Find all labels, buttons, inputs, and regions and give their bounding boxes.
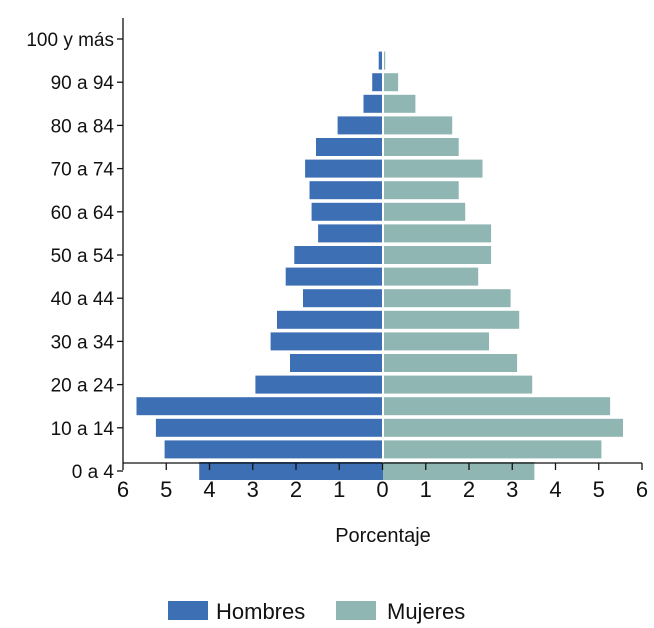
bar-mujeres-45-a-49 — [383, 267, 479, 286]
bar-hombres-25-a-29 — [290, 354, 383, 372]
bar-mujeres-90-a-94 — [383, 73, 399, 92]
bar-hombres-95-a-99 — [378, 51, 383, 70]
x-tick-label: 0 — [376, 477, 388, 502]
bar-hombres-80-a-84 — [337, 116, 383, 135]
bar-hombres-55-a-59 — [318, 224, 383, 243]
y-tick-label: 100 y más — [26, 30, 114, 51]
legend: Hombres Mujeres — [168, 599, 465, 624]
bar-hombres-45-a-49 — [285, 267, 383, 286]
bar-hombres-0-a-4 — [199, 462, 383, 480]
bar-hombres-20-a-24 — [255, 375, 383, 394]
y-tick-label: 90 a 94 — [51, 73, 115, 94]
bar-hombres-15-a-19 — [136, 397, 383, 416]
bar-mujeres-5-a-9 — [383, 440, 602, 459]
x-tick-label: 1 — [333, 477, 345, 502]
bar-hombres-30-a-34 — [270, 332, 384, 351]
x-tick-label: 2 — [290, 477, 302, 502]
bar-hombres-70-a-74 — [305, 159, 383, 178]
bar-hombres-85-a-89 — [363, 94, 383, 113]
bar-hombres-40-a-44 — [303, 289, 383, 308]
legend-label: Mujeres — [387, 599, 465, 624]
x-tick-label: 4 — [203, 477, 215, 502]
bar-mujeres-95-a-99 — [383, 51, 386, 70]
bar-hombres-10-a-14 — [155, 418, 383, 437]
bar-mujeres-70-a-74 — [383, 159, 483, 178]
bar-mujeres-35-a-39 — [383, 310, 520, 329]
bars-group — [136, 51, 623, 480]
bar-hombres-60-a-64 — [311, 202, 383, 221]
x-tick-label: 6 — [636, 477, 648, 502]
bar-hombres-50-a-54 — [294, 246, 383, 264]
bar-mujeres-75-a-79 — [383, 138, 459, 156]
bar-mujeres-10-a-14 — [383, 418, 623, 437]
x-tick-label: 3 — [506, 477, 518, 502]
bar-hombres-35-a-39 — [277, 310, 383, 329]
y-tick-label: 80 a 84 — [51, 116, 115, 137]
bar-mujeres-55-a-59 — [383, 224, 492, 243]
legend-swatch — [168, 601, 208, 620]
bar-mujeres-30-a-34 — [383, 332, 489, 351]
y-tick-label: 70 a 74 — [51, 160, 115, 181]
x-tick-label: 2 — [463, 477, 475, 502]
y-tick-label: 60 a 64 — [51, 203, 115, 224]
bar-mujeres-60-a-64 — [383, 202, 466, 221]
x-tick-label: 5 — [593, 477, 605, 502]
x-axis-title: Porcentaje — [335, 525, 431, 547]
bar-mujeres-40-a-44 — [383, 289, 511, 308]
bar-mujeres-20-a-24 — [383, 375, 533, 394]
y-axis-ticks: 0 a 4 10 a 14 20 a 24 30 a 34 40 a 44 50 a 54… — [26, 30, 123, 483]
y-tick-label: 0 a 4 — [72, 462, 115, 483]
y-tick-label: 40 a 44 — [51, 289, 115, 310]
x-axis-ticks: 6 5 4 3 2 1 0 1 2 3 4 5 6 — [117, 463, 648, 502]
y-tick-label: 30 a 34 — [51, 332, 115, 353]
bar-hombres-75-a-79 — [316, 138, 383, 156]
bar-mujeres-0-a-4 — [383, 462, 535, 480]
x-tick-label: 3 — [247, 477, 259, 502]
legend-label: Hombres — [216, 599, 305, 624]
bar-mujeres-85-a-89 — [383, 94, 416, 113]
bar-mujeres-80-a-84 — [383, 116, 453, 135]
legend-swatch — [336, 601, 376, 620]
x-tick-label: 5 — [160, 477, 172, 502]
bar-mujeres-25-a-29 — [383, 354, 518, 372]
x-tick-label: 4 — [549, 477, 561, 502]
x-tick-label: 6 — [117, 477, 129, 502]
bar-hombres-5-a-9 — [164, 440, 383, 459]
x-tick-label: 1 — [420, 477, 432, 502]
bar-mujeres-15-a-19 — [383, 397, 611, 416]
bar-hombres-65-a-69 — [309, 181, 383, 200]
y-tick-label: 10 a 14 — [51, 419, 115, 440]
y-tick-label: 20 a 24 — [51, 376, 115, 397]
bar-hombres-90-a-94 — [372, 73, 383, 92]
bar-mujeres-50-a-54 — [383, 246, 492, 264]
bar-mujeres-65-a-69 — [383, 181, 459, 200]
y-tick-label: 50 a 54 — [51, 246, 115, 267]
